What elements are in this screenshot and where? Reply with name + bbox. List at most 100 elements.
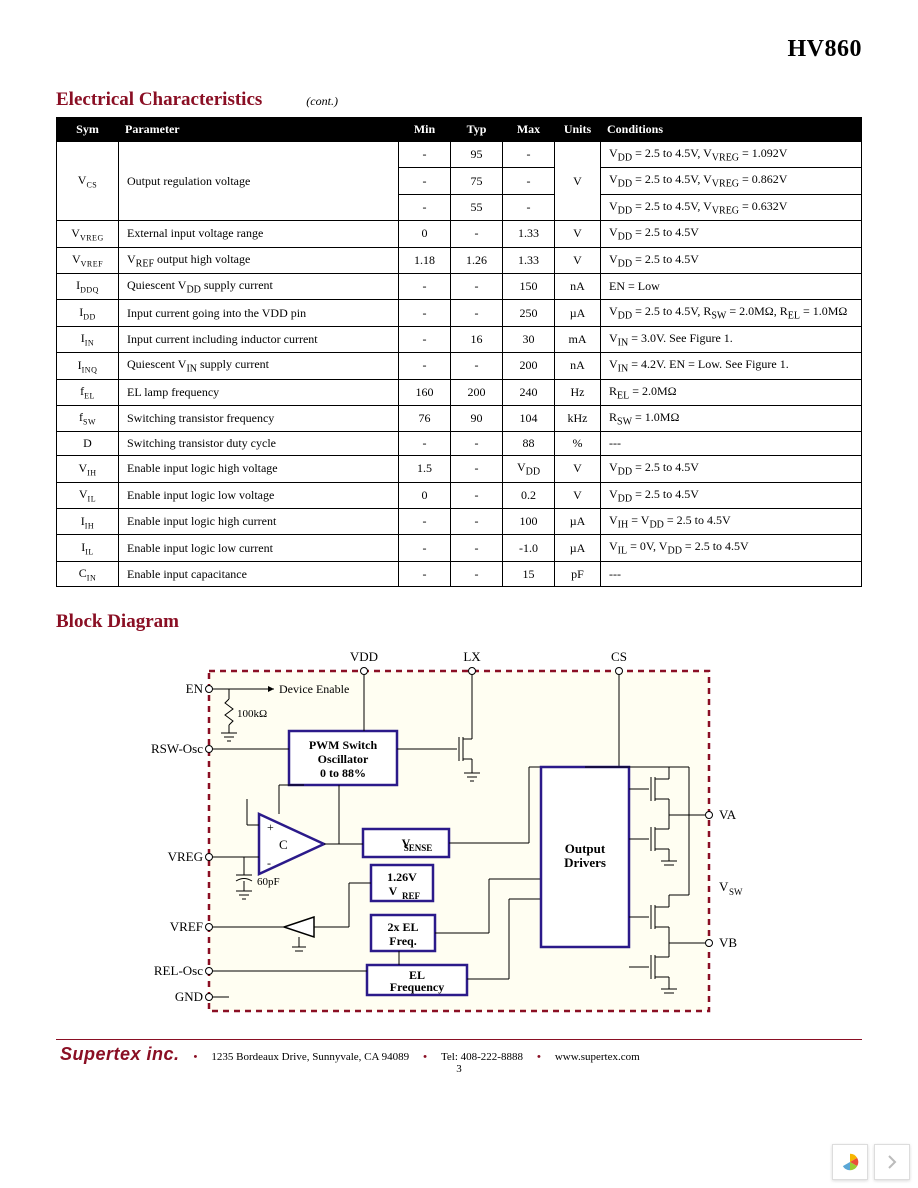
cell-typ: 75	[451, 168, 503, 194]
viewer-next-icon[interactable]	[874, 1144, 910, 1180]
table-row: fSWSwitching transistor frequency7690104…	[57, 405, 862, 431]
cell-max: -	[503, 194, 555, 220]
cell-max: 250	[503, 300, 555, 326]
pin-vsw: V	[719, 879, 729, 894]
footer-dot-3: •	[537, 1051, 541, 1063]
cell-min: 0	[399, 221, 451, 247]
cell-cond: REL = 2.0MΩ	[601, 379, 862, 405]
cell-max: 150	[503, 273, 555, 299]
block-el2x-l2: Freq.	[389, 934, 416, 948]
pin-vdd: VDD	[350, 649, 378, 664]
cell-min: -	[399, 432, 451, 456]
cell-units: µA	[555, 509, 601, 535]
cell-min: -	[399, 194, 451, 220]
cell-max: 1.33	[503, 247, 555, 273]
cell-sym: IDD	[57, 300, 119, 326]
cell-typ: -	[451, 273, 503, 299]
cell-sym: IIL	[57, 535, 119, 561]
cell-param: VREF output high voltage	[119, 247, 399, 273]
table-row: VCSOutput regulation voltage-95-VVDD = 2…	[57, 142, 862, 168]
cell-min: 0	[399, 482, 451, 508]
cell-units: nA	[555, 273, 601, 299]
table-row: VIHEnable input logic high voltage1.5-VD…	[57, 456, 862, 482]
th-sym: Sym	[57, 118, 119, 142]
section-heading: Electrical Characteristics (cont.)	[56, 89, 862, 111]
footer-tel: Tel: 408-222-8888	[441, 1051, 523, 1063]
block-vref-l1: 1.26V	[387, 870, 417, 884]
svg-text:SENSE: SENSE	[404, 843, 433, 853]
cell-units: kHz	[555, 405, 601, 431]
cell-typ: -	[451, 300, 503, 326]
table-row: DSwitching transistor duty cycle--88%---	[57, 432, 862, 456]
footer-address: 1235 Bordeaux Drive, Sunnyvale, CA 94089	[211, 1051, 409, 1063]
table-row: VILEnable input logic low voltage0-0.2VV…	[57, 482, 862, 508]
cell-max: 104	[503, 405, 555, 431]
cell-units: V	[555, 482, 601, 508]
cell-sym: VVREF	[57, 247, 119, 273]
cell-max: 100	[503, 509, 555, 535]
viewer-widget	[832, 1144, 910, 1180]
cell-min: -	[399, 326, 451, 352]
cell-param: Enable input logic high current	[119, 509, 399, 535]
block-vref-l2: V	[389, 884, 398, 898]
cell-cond: VDD = 2.5 to 4.5V, VVREG = 0.862V	[601, 168, 862, 194]
table-row: CINEnable input capacitance--15pF---	[57, 561, 862, 586]
cell-units: pF	[555, 561, 601, 586]
cell-min: -	[399, 535, 451, 561]
cell-min: 1.5	[399, 456, 451, 482]
cell-cond: ---	[601, 432, 862, 456]
cell-max: VDD	[503, 456, 555, 482]
cell-typ: -	[451, 221, 503, 247]
viewer-logo-icon[interactable]	[832, 1144, 868, 1180]
cell-min: 76	[399, 405, 451, 431]
cell-max: 30	[503, 326, 555, 352]
footer-dot-2: •	[423, 1051, 427, 1063]
cell-param: Enable input capacitance	[119, 561, 399, 586]
table-row: VVREGExternal input voltage range0-1.33V…	[57, 221, 862, 247]
cell-cond: VDD = 2.5 to 4.5V, VVREG = 1.092V	[601, 142, 862, 168]
cell-cond: EN = Low	[601, 273, 862, 299]
cell-min: -	[399, 509, 451, 535]
pin-vref: VREF	[170, 919, 203, 934]
table-header-row: Sym Parameter Min Typ Max Units Conditio…	[57, 118, 862, 142]
block-pwm-l3: 0 to 88%	[320, 766, 366, 780]
cell-param: Enable input logic low voltage	[119, 482, 399, 508]
th-param: Parameter	[119, 118, 399, 142]
pin-rel-osc: REL-Osc	[154, 963, 203, 978]
cell-typ: 90	[451, 405, 503, 431]
cell-typ: 16	[451, 326, 503, 352]
cell-sym: IIH	[57, 509, 119, 535]
table-row: IDDQQuiescent VDD supply current--150nAE…	[57, 273, 862, 299]
cell-typ: -	[451, 535, 503, 561]
cell-max: 1.33	[503, 221, 555, 247]
pin-vsw-sub: SW	[729, 887, 743, 897]
cell-typ: -	[451, 353, 503, 379]
cell-sym: CIN	[57, 561, 119, 586]
cell-sym: fEL	[57, 379, 119, 405]
block-output-l1: Output	[565, 841, 606, 856]
cell-typ: -	[451, 482, 503, 508]
footer-rule	[56, 1039, 862, 1040]
pin-vb: VB	[719, 935, 737, 950]
cell-cond: VDD = 2.5 to 4.5V	[601, 221, 862, 247]
comparator-c: C	[279, 837, 288, 852]
cell-units: %	[555, 432, 601, 456]
cell-sym: IDDQ	[57, 273, 119, 299]
pin-vreg: VREG	[168, 849, 203, 864]
cell-min: -	[399, 300, 451, 326]
footer-company: Supertex inc.	[60, 1044, 180, 1065]
th-typ: Typ	[451, 118, 503, 142]
cell-typ: 95	[451, 142, 503, 168]
table-row: VVREFVREF output high voltage1.181.261.3…	[57, 247, 862, 273]
label-device-enable: Device Enable	[279, 682, 349, 696]
cell-units: nA	[555, 353, 601, 379]
table-row: IILEnable input logic low current---1.0µ…	[57, 535, 862, 561]
cell-min: -	[399, 561, 451, 586]
table-row: IIHEnable input logic high current--100µ…	[57, 509, 862, 535]
cell-cond: RSW = 1.0MΩ	[601, 405, 862, 431]
cell-typ: -	[451, 561, 503, 586]
cell-max: -	[503, 168, 555, 194]
cell-min: -	[399, 273, 451, 299]
cell-typ: 1.26	[451, 247, 503, 273]
cell-sym: VCS	[57, 142, 119, 221]
